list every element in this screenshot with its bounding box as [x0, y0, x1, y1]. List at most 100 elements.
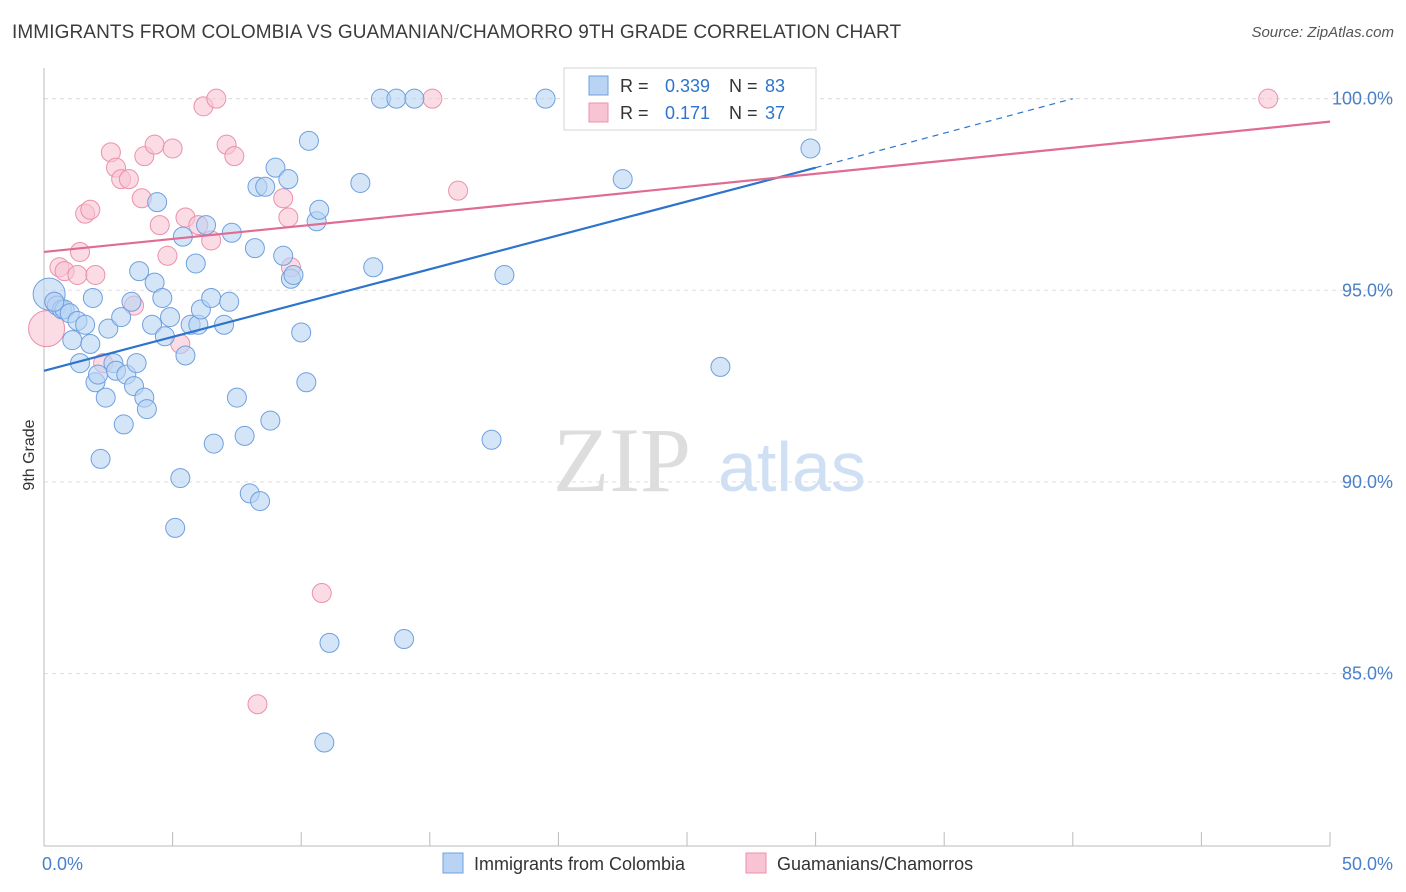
- colombia-point: [710, 356, 731, 377]
- colombia-point: [62, 330, 83, 351]
- legend-swatch-colombia: [588, 75, 609, 96]
- legend-r-value-guamanians: 0.171: [665, 103, 710, 123]
- guamanians-point: [247, 694, 268, 715]
- series-legend: Immigrants from Colombia Guamanians/Cham…: [442, 852, 973, 874]
- colombia-point: [152, 287, 173, 308]
- guamanians-point: [224, 146, 245, 167]
- axes: [43, 68, 1331, 847]
- legend-swatch-guamanians: [588, 102, 609, 123]
- colombia-point: [278, 169, 299, 190]
- y-tick-label: 100.0%: [1332, 89, 1393, 109]
- colombia-point: [82, 287, 103, 308]
- colombia-point: [291, 322, 312, 343]
- colombia-point: [98, 318, 119, 339]
- guamanians-point: [80, 199, 101, 220]
- legend-n-value-colombia: 83: [765, 76, 785, 96]
- colombia-point: [273, 245, 294, 266]
- stats-legend: R = 0.339 N = 83 R = 0.171 N = 37: [563, 67, 817, 131]
- colombia-point: [404, 88, 425, 109]
- legend-n-label-colombia: N =: [729, 76, 758, 96]
- colombia-point: [88, 364, 109, 385]
- colombia-point: [80, 333, 101, 354]
- colombia-point: [244, 238, 265, 259]
- colombia-point: [298, 130, 319, 151]
- guamanians-point: [118, 169, 139, 190]
- guamanians-point: [85, 264, 106, 285]
- guamanians-point: [70, 241, 91, 262]
- series-colombia-points: [32, 88, 821, 753]
- source-label: Source: ZipAtlas.com: [1251, 24, 1394, 41]
- colombia-point: [612, 169, 633, 190]
- colombia-point: [196, 215, 217, 236]
- colombia-point: [75, 314, 96, 335]
- colombia-point: [255, 176, 276, 197]
- colombia-point: [121, 291, 142, 312]
- guamanians-point: [149, 215, 170, 236]
- guamanians-point: [278, 207, 299, 228]
- colombia-point: [142, 314, 163, 335]
- guamanians-point: [67, 264, 88, 285]
- colombia-point: [394, 629, 415, 650]
- colombia-point: [309, 199, 330, 220]
- guamanians-point: [162, 138, 183, 159]
- legend-bottom-swatch-guamanians: [745, 852, 767, 874]
- trend-line-colombia-extension: [815, 98, 1073, 169]
- legend-n-value-guamanians: 37: [765, 103, 785, 123]
- colombia-point: [136, 399, 157, 420]
- colombia-point: [260, 410, 281, 431]
- watermark-zip: ZIP: [553, 409, 691, 511]
- colombia-point: [386, 88, 407, 109]
- guamanians-point: [273, 188, 294, 209]
- guamanians-point: [448, 180, 469, 201]
- colombia-point: [319, 632, 340, 653]
- colombia-point: [363, 257, 384, 278]
- trend-line-colombia: [43, 166, 816, 372]
- colombia-point: [175, 345, 196, 366]
- colombia-point: [111, 307, 132, 328]
- colombia-point: [185, 253, 206, 274]
- colombia-point: [219, 291, 240, 312]
- chart-title: IMMIGRANTS FROM COLOMBIA VS GUAMANIAN/CH…: [12, 22, 902, 43]
- guamanians-point: [157, 245, 178, 266]
- colombia-point: [265, 157, 286, 178]
- guamanians-point: [1258, 88, 1279, 109]
- colombia-point: [314, 732, 335, 753]
- colombia-point: [126, 353, 147, 374]
- colombia-point: [160, 307, 181, 328]
- colombia-point: [147, 192, 168, 213]
- y-tick-label: 95.0%: [1342, 280, 1393, 300]
- colombia-point: [494, 264, 515, 285]
- y-tick-label: 90.0%: [1342, 472, 1393, 492]
- colombia-point: [535, 88, 556, 109]
- legend-n-label-guamanians: N =: [729, 103, 758, 123]
- colombia-point: [44, 291, 65, 312]
- colombia-point: [234, 425, 255, 446]
- guamanians-point: [422, 88, 443, 109]
- colombia-point: [350, 172, 371, 193]
- trend-lines: [43, 98, 1331, 372]
- x-tick-label-min: 0.0%: [42, 854, 83, 874]
- legend-r-value-colombia: 0.339: [665, 76, 710, 96]
- colombia-point: [170, 468, 191, 489]
- colombia-point: [481, 429, 502, 450]
- colombia-point: [283, 264, 304, 285]
- y-tick-labels: 85.0% 90.0% 95.0% 100.0%: [1332, 89, 1393, 684]
- guamanians-point: [144, 134, 165, 155]
- guamanians-point: [311, 583, 332, 604]
- colombia-point: [165, 517, 186, 538]
- colombia-point: [226, 387, 247, 408]
- legend-bottom-swatch-colombia: [442, 852, 464, 874]
- legend-bottom-label-guamanians: Guamanians/Chamorros: [777, 854, 973, 874]
- y-axis-label: 9th Grade: [21, 419, 38, 490]
- colombia-point: [129, 261, 150, 282]
- guamanians-point: [28, 310, 66, 348]
- legend-r-label-guamanians: R =: [620, 103, 649, 123]
- series-guamanians-points: [28, 88, 1279, 715]
- colombia-point: [800, 138, 821, 159]
- colombia-point: [201, 287, 222, 308]
- watermark-atlas: atlas: [718, 428, 866, 506]
- y-tick-label: 85.0%: [1342, 664, 1393, 684]
- colombia-point: [95, 387, 116, 408]
- legend-bottom-label-colombia: Immigrants from Colombia: [474, 854, 686, 874]
